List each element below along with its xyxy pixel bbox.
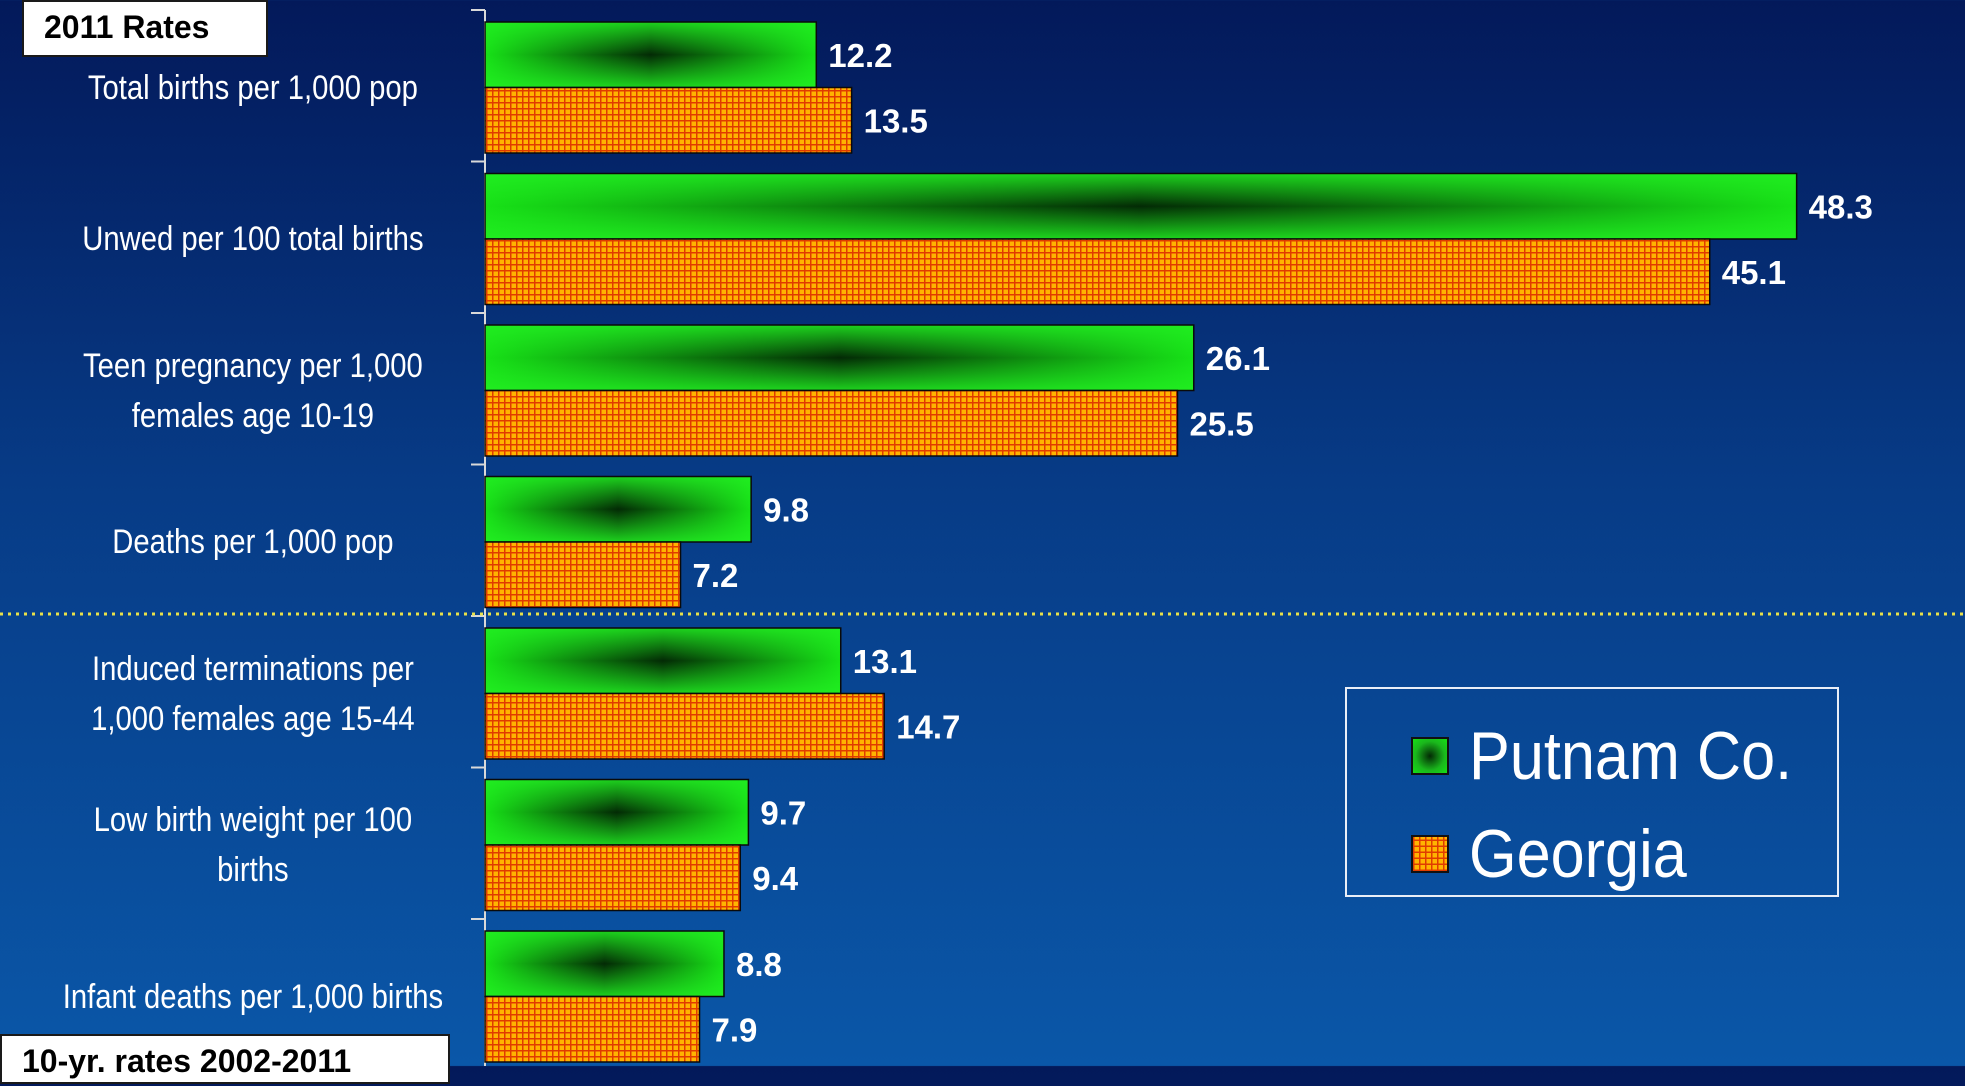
legend-swatch-putnam	[1411, 737, 1449, 775]
bar-georgia	[484, 541, 682, 609]
bar-georgia	[484, 238, 1711, 306]
data-label-georgia: 13.5	[864, 102, 928, 139]
data-label-georgia: 45.1	[1722, 254, 1786, 291]
legend-item-putnam: Putnam Co.	[1411, 717, 1828, 795]
legend-label-putnam: Putnam Co.	[1469, 718, 1793, 794]
bar-putnam-overlay	[484, 930, 725, 998]
rates-box-2011: 2011 Rates	[22, 0, 268, 57]
data-label-georgia: 7.9	[712, 1011, 758, 1048]
category-label: Deaths per 1,000 pop	[112, 523, 394, 562]
data-label-georgia: 9.4	[752, 860, 799, 897]
data-label-georgia: 25.5	[1189, 405, 1253, 442]
bar-putnam-overlay	[484, 475, 752, 543]
category-label: Infant deaths per 1,000 births	[62, 977, 444, 1016]
data-label-putnam: 8.8	[736, 946, 782, 983]
bar-putnam-overlay	[484, 21, 818, 89]
bar-putnam-overlay	[484, 324, 1195, 392]
rates-box-10yr: 10-yr. rates 2002-2011	[0, 1034, 450, 1084]
legend-item-georgia: Georgia	[1411, 815, 1711, 893]
legend: Putnam Co. Georgia	[1345, 687, 1839, 897]
data-label-putnam: 12.2	[828, 37, 892, 74]
category-label: Total births per 1,000 pop	[87, 68, 418, 107]
bar-georgia	[484, 86, 853, 154]
category-label: Low birth weight per 100 births	[93, 801, 413, 890]
data-label-putnam: 26.1	[1206, 340, 1270, 377]
data-label-putnam: 13.1	[853, 643, 917, 680]
bar-georgia	[484, 995, 701, 1063]
category-label: Teen pregnancy per 1,000 females age 10-…	[83, 346, 423, 435]
bar-putnam-overlay	[484, 627, 842, 695]
bar-putnam-overlay	[484, 778, 750, 846]
data-label-putnam: 9.7	[760, 794, 806, 831]
category-label: Unwed per 100 total births	[82, 220, 424, 259]
bar-georgia	[484, 692, 885, 760]
data-label-georgia: 7.2	[693, 557, 739, 594]
data-label-putnam: 48.3	[1809, 188, 1873, 225]
bar-putnam-overlay	[484, 172, 1798, 240]
data-label-putnam: 9.8	[763, 491, 809, 528]
data-label-georgia: 14.7	[896, 708, 960, 745]
category-label: Induced terminations per 1,000 females a…	[91, 649, 415, 738]
legend-swatch-georgia	[1411, 835, 1449, 873]
legend-label-georgia: Georgia	[1469, 816, 1687, 892]
bar-georgia	[484, 844, 742, 912]
bar-georgia	[484, 389, 1179, 457]
